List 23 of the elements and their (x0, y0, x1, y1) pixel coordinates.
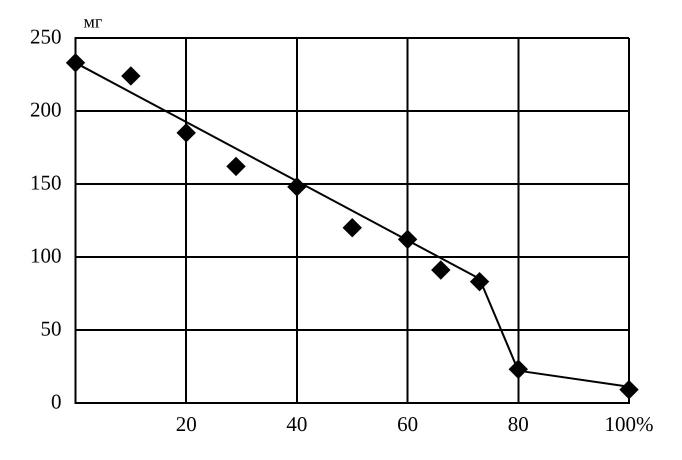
x-tick-label: 60 (397, 412, 418, 436)
point (66, 53, 85, 72)
x-tick-label: 100% (604, 412, 654, 436)
point (226, 156, 246, 176)
y-axis-title: мг (84, 12, 102, 32)
y-tick-label: 200 (30, 97, 62, 122)
x-tick-label: 40 (286, 412, 308, 436)
x-tick-label: 20 (176, 412, 197, 436)
y-tick-label: 250 (30, 24, 62, 49)
y-tick-label: 0 (51, 389, 62, 414)
point (287, 177, 306, 196)
x-tick-label: 80 (508, 412, 529, 436)
point (342, 218, 362, 238)
point (398, 230, 418, 249)
point (508, 360, 528, 379)
point (121, 66, 140, 86)
point (176, 123, 196, 142)
point (470, 272, 490, 292)
point (431, 260, 450, 280)
point (620, 380, 638, 400)
y-tick-label: 50 (40, 316, 62, 340)
y-tick-label: 150 (30, 170, 62, 194)
y-tick-label: 100 (30, 243, 62, 268)
